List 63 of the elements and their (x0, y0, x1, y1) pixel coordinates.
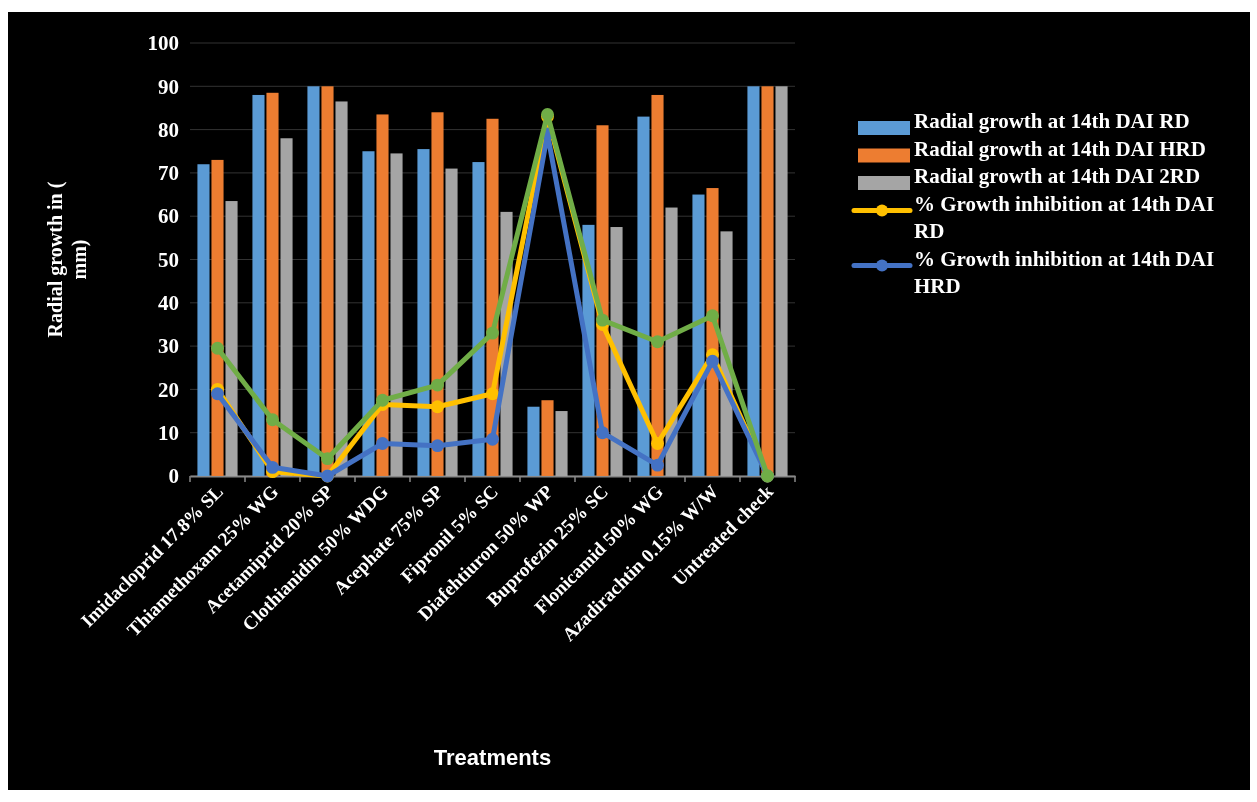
bar (225, 201, 238, 476)
point (486, 387, 499, 401)
y-tick-label: 100 (147, 31, 179, 56)
bar (335, 101, 348, 476)
point (431, 439, 444, 453)
bar (376, 114, 389, 476)
bar (775, 86, 788, 476)
bar (610, 227, 623, 476)
point (651, 437, 664, 450)
legend-label: Radial growth at 14th DAI 2RD (914, 164, 1201, 188)
legend-label: Radial growth at 14th DAI HRD (914, 136, 1206, 161)
y-tick-label: 10 (158, 420, 179, 445)
bar (266, 92, 279, 476)
bar (252, 94, 265, 476)
point (706, 354, 719, 368)
bar (321, 86, 334, 476)
point (486, 326, 499, 340)
bar (211, 159, 224, 476)
point (431, 378, 444, 392)
point (266, 460, 279, 474)
point (376, 393, 389, 407)
y-tick-label: 80 (158, 117, 179, 142)
x-axis-title: Treatments (433, 745, 552, 770)
y-tick-label: 20 (158, 377, 179, 402)
legend-label: % Growth inhibition at 14th DAI HRD (914, 246, 1215, 298)
y-tick-label: 30 (158, 334, 179, 359)
point (211, 387, 224, 401)
point (321, 452, 334, 466)
bar (431, 112, 444, 476)
bar (541, 400, 554, 476)
y-tick-label: 0 (168, 464, 179, 489)
bar (761, 86, 774, 476)
point (596, 426, 609, 440)
y-tick-label: 90 (158, 74, 179, 99)
legend-label: Radial growth at 14th DAI RD (914, 109, 1190, 133)
bar (445, 168, 458, 476)
bar (637, 116, 650, 476)
point (376, 437, 389, 450)
bar (665, 207, 678, 476)
y-axis-title: Radial growth in ( mm) (44, 181, 91, 338)
bar (527, 406, 540, 476)
point (211, 341, 224, 355)
y-tick-label: 70 (158, 161, 179, 186)
bar (692, 194, 705, 476)
point (266, 413, 279, 427)
y-tick-label: 50 (158, 247, 179, 272)
point (651, 458, 664, 472)
bar (747, 86, 760, 476)
bar (472, 162, 485, 476)
bar (417, 149, 430, 476)
bar (555, 411, 568, 476)
point (596, 313, 609, 327)
bar (280, 138, 293, 476)
bar (390, 153, 403, 476)
point (651, 335, 664, 349)
y-tick-label: 40 (158, 291, 179, 316)
y-tick-label: 60 (158, 204, 179, 229)
bar (362, 151, 375, 476)
legend-label: % Growth inhibition at 14th DAI RD (914, 191, 1215, 243)
point (486, 432, 499, 446)
point (431, 400, 444, 414)
point (706, 309, 719, 323)
bar (197, 164, 210, 476)
